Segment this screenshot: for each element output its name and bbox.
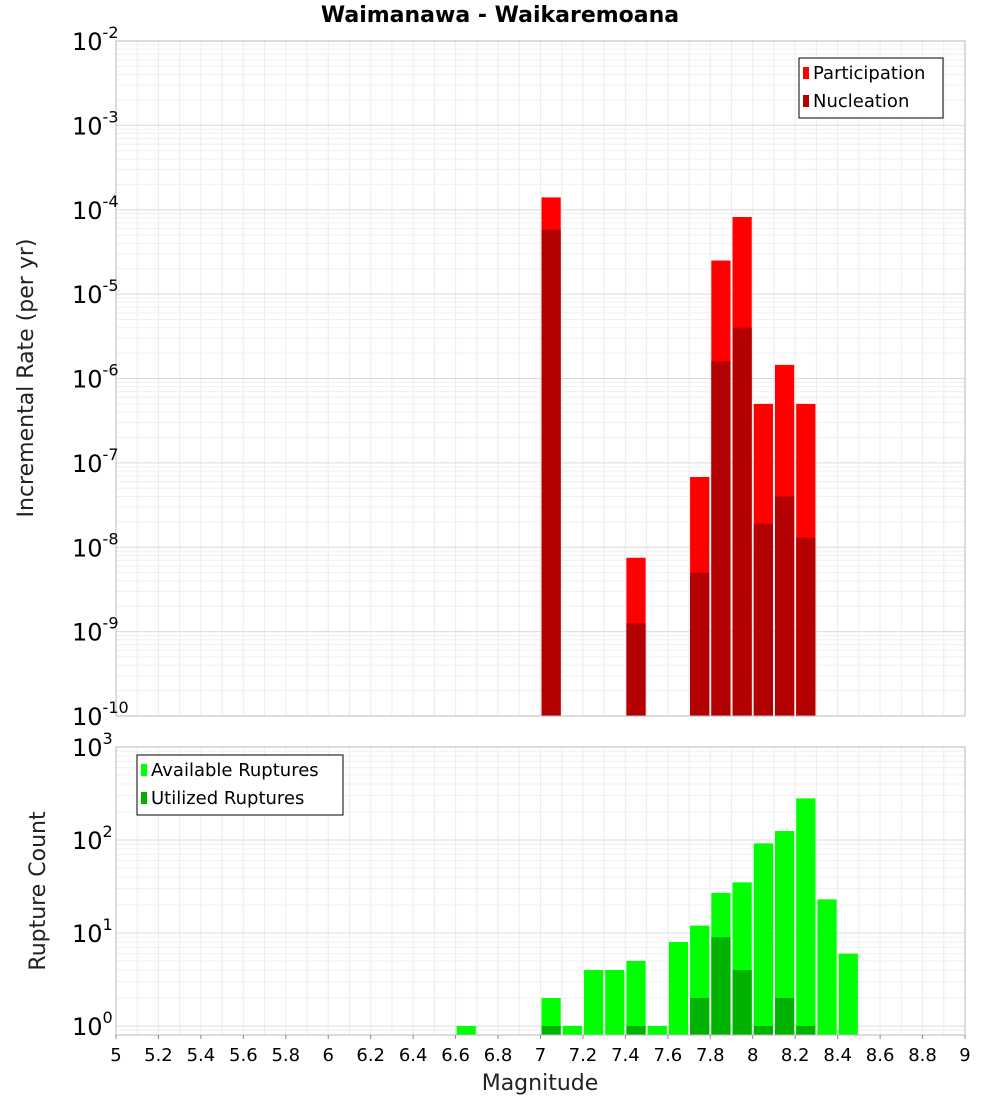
- x-tick-label: 6.2: [356, 1045, 385, 1066]
- rate-plot-frame: [115, 40, 966, 717]
- y-tick-label: 10-8: [72, 529, 119, 562]
- bar-available-ruptures: [562, 1025, 582, 1035]
- bar-utilized-ruptures: [626, 1025, 646, 1035]
- series-nucleation: [541, 229, 816, 717]
- bar-nucleation: [690, 572, 710, 716]
- rate-legend: Participation Nucleation: [798, 57, 944, 119]
- bar-available-ruptures: [541, 997, 561, 1035]
- x-tick-label: 5.8: [271, 1045, 300, 1066]
- x-tick-label: 6.4: [399, 1045, 428, 1066]
- x-tick-label: 5.4: [187, 1045, 216, 1066]
- x-tick-label: 6.8: [484, 1045, 513, 1066]
- y-tick-label: 10-2: [72, 23, 119, 56]
- y-tick-label: 10-4: [72, 192, 119, 225]
- bar-utilized-ruptures: [541, 1025, 561, 1035]
- chart-title: Waimanawa - Waikaremoana: [321, 3, 679, 28]
- legend-swatch: [141, 792, 147, 804]
- bar-available-ruptures: [753, 843, 773, 1035]
- x-tick-label: 9: [959, 1045, 970, 1066]
- bar-available-ruptures: [838, 953, 858, 1035]
- y-tick-label: 103: [72, 729, 113, 762]
- rate-grid: [115, 40, 966, 717]
- count-y-ticks: 100 101 102 103: [72, 729, 113, 1041]
- x-tick-label: 6: [323, 1045, 334, 1066]
- legend-swatch: [803, 67, 809, 79]
- x-axis-label: Magnitude: [482, 1071, 599, 1096]
- y-tick-label: 102: [72, 822, 113, 855]
- rate-panel: 10-10 10-9 10-8 10-7 10-6 10-5 10-4 10-3 10-2 Inc…: [14, 23, 966, 731]
- x-tick-label: 8.2: [781, 1045, 810, 1066]
- bar-nucleation: [541, 229, 561, 717]
- bar-available-ruptures: [796, 798, 816, 1035]
- x-tick-label: 8.8: [908, 1045, 937, 1066]
- bar-utilized-ruptures: [690, 997, 710, 1035]
- y-tick-label: 10-10: [72, 698, 129, 731]
- bar-nucleation: [796, 537, 816, 716]
- x-tick-label: 7: [535, 1045, 546, 1066]
- y-tick-label: 10-3: [72, 107, 119, 140]
- legend-box: [136, 754, 344, 816]
- bar-utilized-ruptures: [774, 997, 795, 1035]
- rate-y-ticks: 10-10 10-9 10-8 10-7 10-6 10-5 10-4 10-3 10-2: [72, 23, 129, 731]
- x-tick-label: 5: [110, 1045, 121, 1066]
- bar-available-ruptures: [774, 830, 795, 1035]
- y-tick-label: 10-7: [72, 445, 119, 478]
- legend-entry: Nucleation: [813, 91, 909, 112]
- bar-available-ruptures: [668, 942, 689, 1035]
- bar-available-ruptures: [456, 1025, 476, 1035]
- x-tick-label: 7.4: [611, 1045, 640, 1066]
- bar-utilized-ruptures: [711, 937, 731, 1035]
- y-tick-label: 101: [72, 915, 113, 948]
- x-tick-label: 8.6: [866, 1045, 895, 1066]
- legend-box: [798, 57, 944, 119]
- x-tick-label: 7.6: [654, 1045, 683, 1066]
- bar-utilized-ruptures: [796, 1025, 816, 1035]
- bar-available-ruptures: [647, 1025, 667, 1035]
- bar-nucleation: [753, 523, 773, 716]
- series-utilized-ruptures: [541, 937, 816, 1035]
- count-y-axis-label: Rupture Count: [26, 811, 51, 971]
- x-tick-label: 6.6: [441, 1045, 470, 1066]
- legend-entry: Available Ruptures: [151, 760, 319, 781]
- legend-swatch: [141, 764, 147, 776]
- rupture-count-panel: 100 101 102 103 Rupture Count 5 5.2 5.4 5.6 5.8 6 6…: [26, 729, 971, 1066]
- x-tick-label: 8.4: [823, 1045, 852, 1066]
- bar-utilized-ruptures: [732, 969, 752, 1035]
- x-tick-label: 7.8: [696, 1045, 725, 1066]
- x-tick-label: 7.2: [569, 1045, 598, 1066]
- bar-nucleation: [732, 327, 752, 716]
- legend-entry: Utilized Ruptures: [151, 788, 304, 809]
- legend-swatch: [803, 95, 809, 107]
- bar-nucleation: [774, 496, 795, 716]
- bar-available-ruptures: [817, 899, 837, 1035]
- bar-nucleation: [626, 623, 646, 716]
- count-legend: Available Ruptures Utilized Ruptures: [136, 754, 344, 816]
- y-tick-label: 10-6: [72, 361, 119, 394]
- legend-entry: Participation: [813, 63, 925, 84]
- x-tick-label: 5.2: [144, 1045, 173, 1066]
- bar-nucleation: [711, 361, 731, 716]
- y-tick-label: 10-5: [72, 276, 119, 309]
- y-tick-label: 10-9: [72, 614, 119, 647]
- rate-y-axis-label: Incremental Rate (per yr): [14, 239, 39, 518]
- bar-available-ruptures: [626, 960, 646, 1035]
- bar-available-ruptures: [605, 969, 625, 1035]
- x-ticks: 5 5.2 5.4 5.6 5.8 6 6.2 6.4 6.6 6.8 7 7.2 7.4 7.6 7.8 8…: [110, 1035, 971, 1066]
- x-tick-label: 5.6: [229, 1045, 258, 1066]
- x-tick-label: 8: [747, 1045, 758, 1066]
- y-tick-label: 100: [72, 1008, 113, 1041]
- bar-available-ruptures: [583, 969, 604, 1035]
- bar-utilized-ruptures: [753, 1025, 773, 1035]
